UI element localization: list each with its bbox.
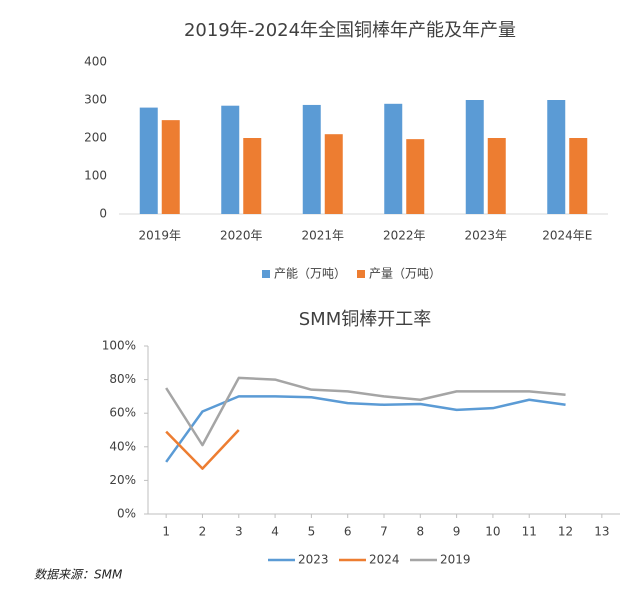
x-tick-label: 2021年 [301,229,344,243]
x-tick-label: 2022年 [383,229,426,243]
bar [221,105,240,214]
x-tick-label: 13 [594,525,609,539]
x-tick-label: 2019年 [138,229,181,243]
bar [547,100,566,214]
y-tick-label: 80% [109,372,136,386]
x-tick-label: 1 [162,525,170,539]
source-note: 数据来源：SMM [34,568,123,582]
y-tick-label: 20% [109,473,136,487]
x-tick-label: 2020年 [220,229,263,243]
x-tick-label: 12 [558,525,573,539]
legend-swatch [262,270,270,278]
x-tick-label: 9 [453,525,461,539]
line-series [165,376,566,447]
bar [161,120,180,214]
line-series [165,395,566,463]
y-tick-label: 60% [109,406,136,420]
bar [384,103,403,214]
legend-label: 2023 [298,553,329,567]
bar [487,138,506,214]
x-tick-label: 2024年E [542,229,592,243]
y-tick-label: 300 [84,93,107,107]
bar [324,134,343,214]
legend-label: 产能（万吨） [274,267,346,281]
y-tick-label: 40% [109,439,136,453]
y-tick-label: 100% [102,339,136,353]
bar [139,107,158,214]
y-tick-label: 100 [84,169,107,183]
x-tick-label: 2 [199,525,207,539]
y-tick-label: 0 [99,207,107,221]
x-tick-label: 8 [416,525,424,539]
y-tick-label: 200 [84,131,107,145]
y-tick-label: 0% [117,507,136,521]
legend-label: 产量（万吨） [369,267,441,281]
bar [569,138,588,214]
bar [406,139,425,214]
bar [465,100,484,214]
chart-title: SMM铜棒开工率 [299,309,432,330]
y-tick-label: 400 [84,55,107,69]
bar [243,138,262,214]
x-tick-label: 10 [485,525,500,539]
chart-title: 2019年-2024年全国铜棒年产能及年产量 [184,20,516,41]
x-tick-label: 4 [271,525,279,539]
line-series [165,429,240,470]
x-tick-label: 3 [235,525,243,539]
x-tick-label: 6 [344,525,352,539]
x-tick-label: 5 [308,525,316,539]
bar [302,104,321,214]
legend-swatch [357,270,365,278]
x-tick-label: 11 [522,525,537,539]
legend-label: 2019 [440,553,471,567]
x-tick-label: 2023年 [464,229,507,243]
x-tick-label: 7 [380,525,388,539]
legend-label: 2024 [369,553,400,567]
